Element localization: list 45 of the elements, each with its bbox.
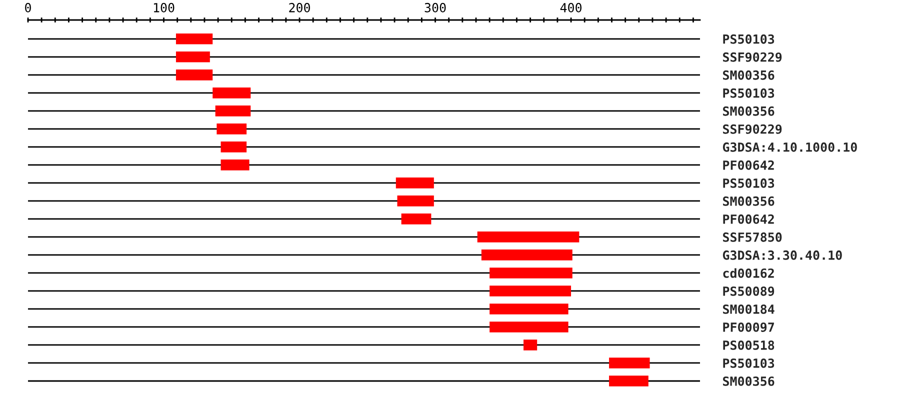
y-tick-label: SM00356 bbox=[723, 376, 774, 386]
y-tick-label: PF00642 bbox=[723, 214, 774, 224]
bar bbox=[212, 88, 251, 98]
y-tick-label: PS50103 bbox=[723, 88, 774, 98]
y-tick-label: PS50103 bbox=[723, 34, 774, 44]
bar bbox=[176, 70, 213, 80]
y-tick-label: SSF57850 bbox=[723, 232, 782, 242]
bar bbox=[609, 376, 648, 386]
bar bbox=[176, 34, 213, 44]
bar bbox=[490, 268, 572, 278]
bar bbox=[220, 160, 250, 170]
bar bbox=[524, 340, 538, 350]
y-tick-label: PS50103 bbox=[723, 178, 774, 188]
y-tick-label: PF00642 bbox=[723, 160, 774, 170]
y-tick-label: SM00356 bbox=[723, 106, 774, 116]
y-tick-label: PS50103 bbox=[723, 358, 774, 368]
bar bbox=[481, 250, 572, 260]
bar bbox=[609, 358, 650, 368]
y-tick-label: SM00356 bbox=[723, 70, 774, 80]
y-tick-label: PS00518 bbox=[723, 340, 774, 350]
x-tick-label: 400 bbox=[560, 2, 582, 12]
y-tick-label: SM00356 bbox=[723, 196, 774, 206]
bar bbox=[490, 286, 572, 296]
bar bbox=[490, 304, 568, 314]
y-tick-label: cd00162 bbox=[723, 268, 774, 278]
y-tick-label: SSF90229 bbox=[723, 124, 782, 134]
y-tick-label: G3DSA:4.10.1000.10 bbox=[722, 142, 857, 152]
bar bbox=[176, 52, 210, 62]
bar bbox=[490, 322, 568, 332]
x-tick-label: 200 bbox=[289, 2, 310, 12]
bar bbox=[396, 178, 434, 188]
y-tick-label: PS50089 bbox=[723, 286, 774, 296]
y-tick-label: PF00097 bbox=[723, 322, 774, 332]
x-tick-label: 0 bbox=[25, 2, 31, 12]
bar bbox=[216, 124, 247, 134]
x-tick-label: 100 bbox=[154, 2, 174, 12]
x-tick-label: 300 bbox=[424, 2, 446, 12]
y-tick-label: SM00184 bbox=[723, 304, 774, 314]
bar bbox=[215, 106, 251, 116]
y-tick-label: SSF90229 bbox=[723, 52, 782, 62]
bar bbox=[397, 196, 434, 206]
bar bbox=[477, 232, 580, 242]
bar bbox=[220, 142, 247, 152]
bar bbox=[401, 214, 432, 224]
y-tick-label: G3DSA:3.30.40.10 bbox=[722, 250, 842, 260]
